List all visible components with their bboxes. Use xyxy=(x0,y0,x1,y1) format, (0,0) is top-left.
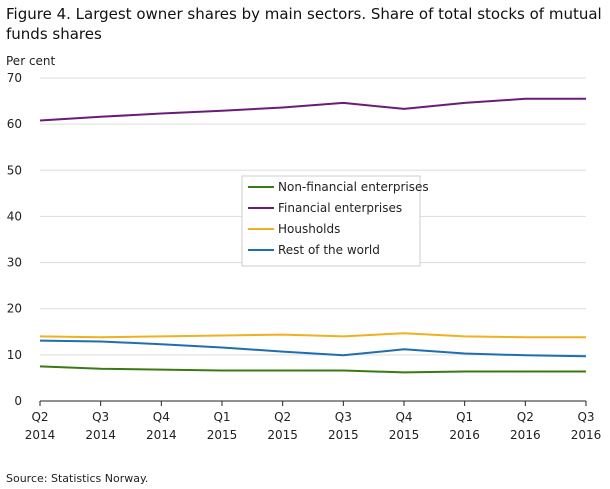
y-axis-label: Per cent xyxy=(6,54,56,68)
x-tick-label-year: 2015 xyxy=(328,428,359,442)
y-tick-label: 70 xyxy=(7,71,22,85)
y-tick-label: 60 xyxy=(7,117,22,131)
x-tick-label-quarter: Q2 xyxy=(274,410,291,424)
x-tick-label-year: 2015 xyxy=(389,428,420,442)
x-tick-label-quarter: Q2 xyxy=(517,410,534,424)
x-tick-label-year: 2016 xyxy=(510,428,541,442)
legend-box xyxy=(241,175,421,267)
legend-label: Financial enterprises xyxy=(278,201,402,215)
x-tick-label-year: 2014 xyxy=(85,428,116,442)
x-tick-label-year: 2014 xyxy=(146,428,177,442)
x-tick-label-year: 2015 xyxy=(207,428,238,442)
x-tick-label-quarter: Q4 xyxy=(153,410,170,424)
x-tick-label-quarter: Q3 xyxy=(92,410,109,424)
x-axis-ticks: Q2 2014 Q3 2014 Q4 2014 Q1 2015 Q2 2015 Q3 2015 Q4 20… xyxy=(25,401,602,442)
x-tick-label-year: 2016 xyxy=(571,428,602,442)
x-tick-label-quarter: Q3 xyxy=(335,410,352,424)
x-tick-label-quarter: Q1 xyxy=(213,410,230,424)
y-tick-label: 50 xyxy=(7,163,22,177)
y-tick-label: 0 xyxy=(14,394,22,408)
x-tick-label-quarter: Q4 xyxy=(395,410,412,424)
legend-label: Housholds xyxy=(278,222,340,236)
series-lines xyxy=(39,97,587,374)
legend: Non-financial enterprises Financial enter… xyxy=(241,175,429,267)
y-tick-label: 10 xyxy=(7,348,22,362)
x-tick-label-year: 2015 xyxy=(267,428,298,442)
y-tick-label: 20 xyxy=(7,302,22,316)
chart-title: Figure 4. Largest owner shares by main s… xyxy=(6,5,602,43)
source-note: Source: Statistics Norway. xyxy=(6,472,149,485)
series-line-housholds xyxy=(39,332,586,339)
x-tick-label-quarter: Q1 xyxy=(456,410,473,424)
x-tick-label-quarter: Q2 xyxy=(31,410,48,424)
series-line-financial-enterprises xyxy=(39,97,586,122)
series-line-rest-of-the-world xyxy=(39,339,587,358)
x-tick-label-quarter: Q3 xyxy=(577,410,594,424)
series-line-non-financial-enterprises xyxy=(39,365,586,374)
legend-label: Rest of the world xyxy=(278,243,380,257)
legend-label: Non-financial enterprises xyxy=(278,180,429,194)
x-tick-label-year: 2014 xyxy=(25,428,56,442)
y-tick-label: 40 xyxy=(7,209,22,223)
x-tick-label-year: 2016 xyxy=(449,428,480,442)
y-axis-ticks: 0 10 20 30 40 50 60 70 xyxy=(7,71,22,408)
y-tick-label: 30 xyxy=(7,256,22,270)
